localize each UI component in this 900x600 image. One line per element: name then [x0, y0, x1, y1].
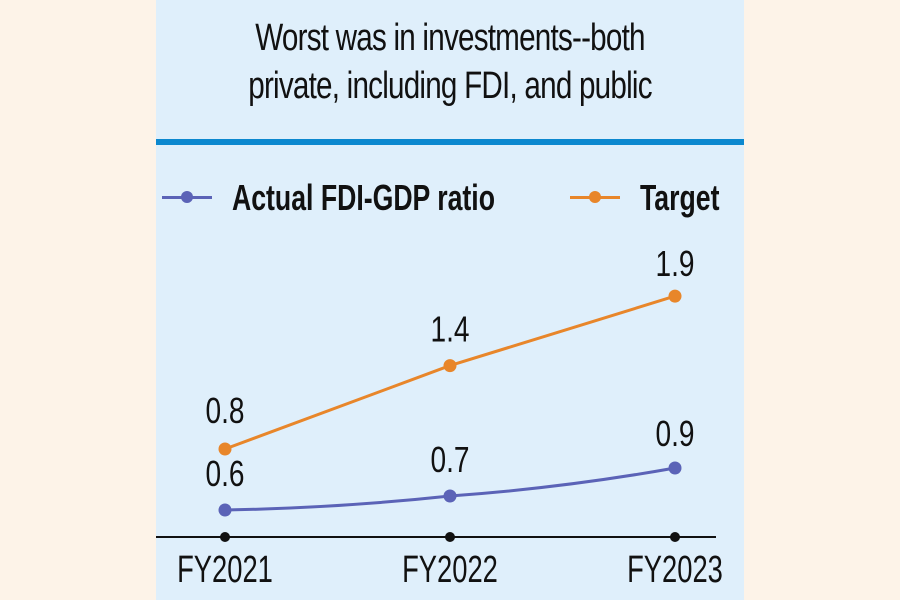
chart-panel: Worst was in investments--both private, …: [156, 0, 744, 600]
line-chart: FY2021 FY2022 FY2023 0.6 0.7 0.9 0.8 1.4 1.9: [156, 244, 723, 591]
legend-line-marker-icon: [162, 191, 212, 203]
chart-title: Worst was in investments--both private, …: [221, 14, 680, 110]
data-label: 0.9: [655, 414, 694, 454]
data-label: 1.4: [430, 309, 469, 349]
x-tick-label: FY2021: [177, 549, 273, 591]
legend-line-marker-icon: [570, 191, 620, 203]
x-tick-dot: [445, 532, 455, 542]
x-tick-label: FY2022: [402, 549, 498, 591]
data-label: 0.7: [430, 440, 469, 480]
title-divider: [156, 139, 744, 145]
chart-title-line-2: private, including FDI, and public: [248, 65, 652, 107]
data-point: [668, 289, 682, 303]
legend-dot-icon: [181, 191, 193, 203]
data-point: [218, 442, 232, 456]
legend: Actual FDI-GDP ratio Target: [162, 172, 742, 222]
data-point: [443, 359, 457, 373]
legend-label-target: Target: [640, 177, 720, 218]
legend-dot-icon: [589, 191, 601, 203]
data-label: 1.9: [655, 244, 694, 284]
data-label: 0.8: [205, 391, 244, 431]
x-tick-label: FY2023: [627, 549, 723, 591]
x-tick-dot: [220, 532, 230, 542]
data-point: [443, 489, 457, 503]
x-tick-dot: [670, 532, 680, 542]
chart-title-line-1: Worst was in investments--both: [255, 17, 645, 59]
data-point: [668, 461, 682, 475]
data-point: [218, 503, 232, 517]
data-label: 0.6: [205, 454, 244, 494]
legend-label-actual: Actual FDI-GDP ratio: [232, 177, 495, 218]
